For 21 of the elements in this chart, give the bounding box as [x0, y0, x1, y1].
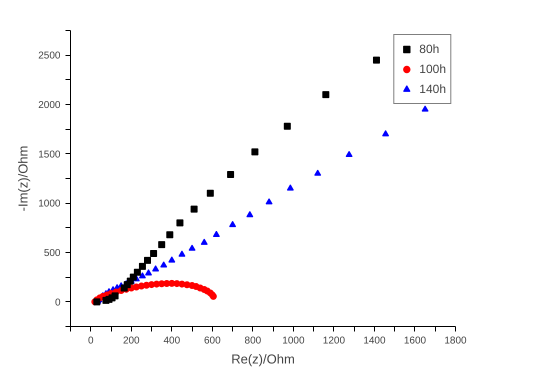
x-tick-label: 800: [244, 336, 262, 346]
y-axis-title: -Im(z)/Ohm: [15, 146, 30, 212]
legend-label: 140h: [419, 82, 446, 96]
x-tick-label: 200: [122, 336, 140, 346]
x-tick-label: 600: [204, 336, 222, 346]
legend-label: 80h: [419, 42, 440, 56]
y-tick-label: 2000: [38, 100, 61, 111]
x-tick-label: 1600: [404, 336, 427, 346]
x-tick-label: 1400: [363, 336, 386, 346]
x-tick-label: 400: [163, 336, 181, 346]
x-tick-label: 0: [88, 336, 94, 346]
x-axis-title: Re(z)/Ohm: [231, 352, 295, 366]
y-tick-label: 1000: [38, 198, 61, 210]
y-tick-label: 500: [44, 248, 61, 259]
y-tick-label: 0: [54, 297, 61, 308]
x-tick-label: 1200: [322, 336, 346, 346]
y-tick-label: 1500: [38, 149, 61, 160]
y-tick-label: 2500: [38, 50, 61, 62]
x-tick-label: 1000: [282, 336, 305, 346]
legend-label: 100h: [419, 62, 446, 76]
x-tick-label: 1800: [444, 336, 468, 346]
